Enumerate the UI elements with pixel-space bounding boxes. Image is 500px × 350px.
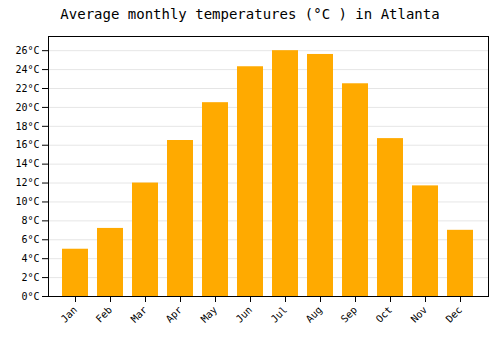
svg-text:2°C: 2°C bbox=[21, 272, 39, 283]
svg-text:Mar: Mar bbox=[129, 304, 150, 325]
svg-text:18°C: 18°C bbox=[15, 121, 39, 132]
svg-text:22°C: 22°C bbox=[15, 83, 39, 94]
svg-text:Apr: Apr bbox=[164, 304, 185, 325]
svg-text:Sep: Sep bbox=[339, 304, 360, 325]
svg-text:May: May bbox=[199, 304, 220, 325]
svg-text:6°C: 6°C bbox=[21, 234, 39, 245]
svg-text:10°C: 10°C bbox=[15, 196, 39, 207]
svg-text:Oct: Oct bbox=[374, 304, 395, 325]
svg-text:Dec: Dec bbox=[444, 304, 465, 325]
svg-text:Aug: Aug bbox=[304, 304, 325, 325]
svg-text:Jun: Jun bbox=[234, 304, 255, 325]
svg-text:Feb: Feb bbox=[94, 304, 115, 325]
svg-text:Nov: Nov bbox=[409, 304, 430, 325]
svg-text:Jan: Jan bbox=[59, 304, 80, 325]
svg-text:16°C: 16°C bbox=[15, 139, 39, 150]
svg-text:26°C: 26°C bbox=[15, 45, 39, 56]
svg-text:12°C: 12°C bbox=[15, 177, 39, 188]
svg-text:24°C: 24°C bbox=[15, 64, 39, 75]
svg-text:4°C: 4°C bbox=[21, 253, 39, 264]
html-text:Average monthly temperatures (: Average monthly temperatures (°C ) in At… bbox=[60, 6, 440, 22]
svg-text:20°C: 20°C bbox=[15, 102, 39, 113]
svg-text:Jul: Jul bbox=[269, 304, 290, 325]
svg-text:8°C: 8°C bbox=[21, 215, 39, 226]
svg-text:14°C: 14°C bbox=[15, 158, 39, 169]
svg-text:0°C: 0°C bbox=[21, 291, 39, 302]
